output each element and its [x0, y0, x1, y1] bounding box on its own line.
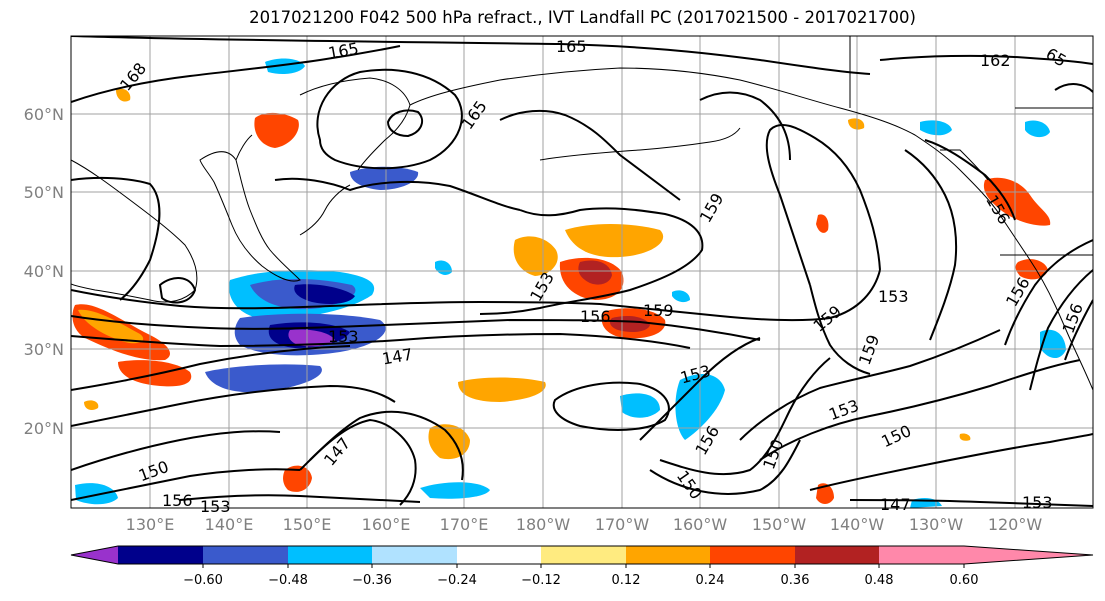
colorbar-tick-label: 0.48: [865, 573, 894, 588]
colorbar-segment: [457, 546, 541, 564]
contour-label: 165: [556, 37, 587, 56]
colorbar-tick-label: 0.24: [696, 573, 725, 588]
lat-label: 30°N: [24, 340, 64, 359]
colorbar: −0.60 −0.48 −0.36 −0.24 −0.12 0.12 0.24 …: [70, 545, 1094, 588]
lon-label: 170°W: [595, 515, 650, 534]
colorbar-segment: [203, 546, 288, 564]
lat-label: 60°N: [24, 105, 64, 124]
colorbar-segment: [288, 546, 372, 564]
colorbar-tick-label: 0.12: [612, 573, 641, 588]
lon-label: 130°E: [126, 515, 175, 534]
contour-label: 162: [980, 51, 1011, 70]
colorbar-segment: [710, 546, 795, 564]
colorbar-extend-high: [964, 546, 1093, 564]
colorbar-tick-label: −0.24: [437, 573, 477, 588]
lon-label: 130°W: [909, 515, 964, 534]
lon-label: 120°W: [988, 515, 1043, 534]
height-contours: [71, 36, 1093, 507]
lon-label: 170°E: [440, 515, 489, 534]
graticule: [71, 36, 1093, 508]
colorbar-segment: [795, 546, 879, 564]
lat-label: 20°N: [24, 419, 64, 438]
lon-label: 150°W: [752, 515, 807, 534]
contour-label: 153: [328, 327, 359, 346]
contour-label: 156: [162, 491, 193, 510]
colorbar-segment: [626, 546, 710, 564]
colorbar-tick-label: −0.12: [521, 573, 561, 588]
contour-label: 153: [1022, 493, 1053, 512]
contour-label: 159: [643, 301, 674, 320]
lon-label: 160°W: [673, 515, 728, 534]
contour-label: 153: [878, 287, 909, 306]
lon-label: 140°E: [205, 515, 254, 534]
lat-label: 40°N: [24, 262, 64, 281]
contour-label: 156: [580, 307, 611, 326]
lon-label: 150°E: [283, 515, 332, 534]
colorbar-extend-low: [71, 546, 118, 564]
lat-label: 50°N: [24, 183, 64, 202]
map-title: 2017021200 F042 500 hPa refract., IVT La…: [249, 8, 916, 27]
colorbar-segment: [879, 546, 964, 564]
positive-anomaly-fills: [72, 88, 1051, 504]
colorbar-segment: [372, 546, 457, 564]
contour-label: 147: [880, 495, 911, 514]
map-frame: [70, 35, 1094, 509]
colorbar-tick-label: −0.48: [268, 573, 308, 588]
latitude-labels: 60°N 50°N 40°N 30°N 20°N: [24, 105, 64, 438]
lon-label: 180°W: [516, 515, 571, 534]
colorbar-tick-label: 0.36: [781, 573, 810, 588]
longitude-labels: 130°E 140°E 150°E 160°E 170°E 180°W 170°…: [126, 515, 1043, 534]
colorbar-segment: [541, 546, 626, 564]
colorbar-tick-label: −0.60: [183, 573, 223, 588]
contour-label: 153: [200, 497, 231, 516]
lon-label: 140°W: [830, 515, 885, 534]
colorbar-tick-label: 0.60: [950, 573, 979, 588]
colorbar-tick-label: −0.36: [352, 573, 392, 588]
colorbar-segment: [118, 546, 203, 564]
lon-label: 160°E: [362, 515, 411, 534]
